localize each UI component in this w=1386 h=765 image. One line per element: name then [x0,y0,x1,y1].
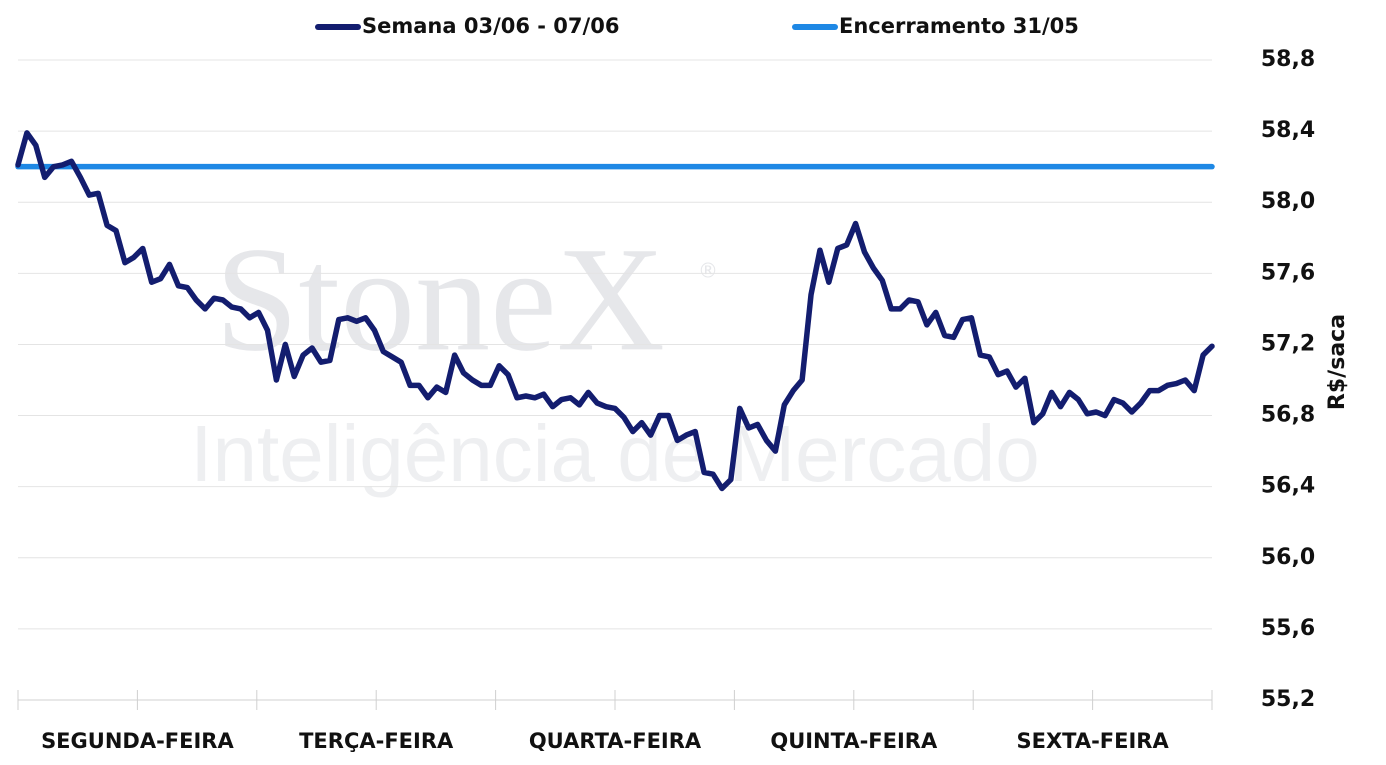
y-tick-label: 55,6 [1261,616,1315,641]
x-tick-label: TERÇA-FEIRA [299,729,454,753]
series-line [15,130,1215,492]
x-tick-label: SEGUNDA-FEIRA [41,729,234,753]
x-tick-label: SEXTA-FEIRA [1016,729,1169,753]
y-tick-label: 56,4 [1261,474,1315,499]
legend-label: Semana 03/06 - 07/06 [362,14,619,38]
y-tick-label: 55,2 [1261,687,1315,712]
watermark-subtitle: Inteligência de Mercado [190,409,1039,498]
y-axis-label: R$/saca [1325,314,1350,410]
y-tick-label: 57,2 [1261,331,1315,356]
y-tick-label: 56,0 [1261,545,1315,570]
y-tick-label: 58,0 [1261,189,1315,214]
legend-label: Encerramento 31/05 [839,14,1079,38]
y-tick-label: 56,8 [1261,403,1315,428]
y-tick-label: 57,6 [1261,260,1315,285]
x-tick-label: QUINTA-FEIRA [770,729,938,753]
y-tick-label: 58,4 [1261,118,1315,143]
x-tick-label: QUARTA-FEIRA [529,729,702,753]
y-tick-label: 58,8 [1261,47,1315,72]
watermark-registered: ® [698,259,718,283]
